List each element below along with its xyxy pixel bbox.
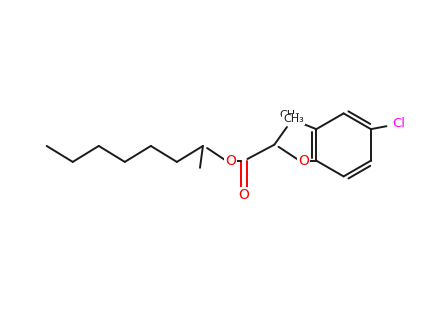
Text: Cl: Cl xyxy=(392,117,405,130)
Text: O: O xyxy=(238,188,249,202)
Text: CH₃: CH₃ xyxy=(279,110,300,120)
Text: CH₃: CH₃ xyxy=(283,115,303,125)
Text: O: O xyxy=(225,154,236,168)
Text: O: O xyxy=(298,154,308,168)
